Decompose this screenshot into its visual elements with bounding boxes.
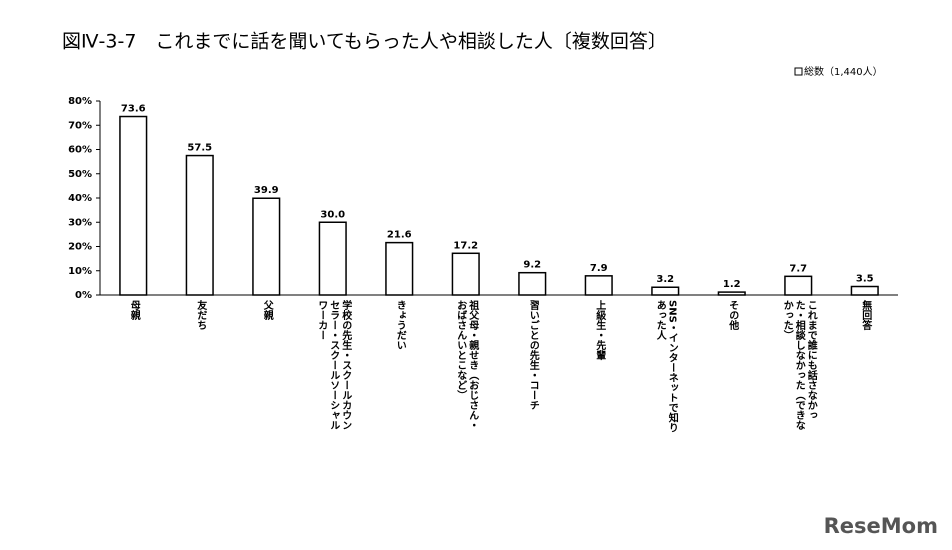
- value-label: 39.9: [254, 185, 279, 196]
- x-tick-label: きょうだい: [394, 300, 406, 350]
- x-tick-label: 無回答: [859, 300, 871, 330]
- bar: [850, 285, 879, 296]
- bar: [185, 154, 214, 296]
- legend-swatch: [794, 67, 803, 76]
- value-label: 3.5: [856, 274, 874, 285]
- bar: [318, 221, 347, 296]
- bar: [119, 115, 148, 296]
- x-tick-label: 上級生・先輩: [593, 300, 605, 360]
- value-label: 9.2: [523, 260, 541, 271]
- x-tick-label: 学校の先生・スクールカウンセラー・スクールソーシャルワーカー: [315, 300, 351, 430]
- x-tick-label: SNS・インターネットで知りあった人: [654, 300, 678, 433]
- value-label: 17.2: [453, 240, 478, 251]
- value-label: 30.0: [320, 209, 345, 220]
- y-tick-label: 30%: [68, 217, 92, 228]
- x-tick-label: 祖父母・親せき（おじさん・おばさんいとこなど）: [454, 300, 478, 430]
- bar: [385, 241, 414, 296]
- value-label: 57.5: [187, 143, 212, 154]
- bar: [584, 275, 613, 296]
- y-tick-label: 60%: [68, 145, 92, 156]
- value-label: 73.6: [121, 104, 146, 115]
- value-label: 7.9: [590, 263, 608, 274]
- x-tick-label: これまで誰にも話さなかった・相談しなかった（できなかった）: [781, 300, 817, 430]
- x-tick-label: 父親: [261, 300, 273, 320]
- legend-label: 総数（1,440人）: [804, 65, 883, 78]
- y-tick-label: 80%: [68, 96, 92, 107]
- y-tick-label: 20%: [68, 242, 92, 253]
- bar: [717, 291, 746, 296]
- bar: [252, 197, 281, 296]
- bar: [651, 286, 680, 296]
- y-tick-label: 70%: [68, 120, 92, 131]
- y-tick-label: 0%: [75, 290, 92, 301]
- y-tick-label: 50%: [68, 169, 92, 180]
- x-tick-label: 母親: [128, 300, 140, 320]
- y-tick-label: 40%: [68, 193, 92, 204]
- value-label: 3.2: [656, 274, 674, 285]
- bar: [784, 275, 813, 296]
- bar: [451, 252, 480, 296]
- x-tick-label: 友だち: [194, 300, 206, 330]
- x-tick-label: 習いごとの先生・コーチ: [527, 300, 539, 410]
- x-tick-label: その他: [726, 300, 738, 330]
- chart-title: 図Ⅳ-3-7 これまでに話を聞いてもらった人や相談した人〔複数回答〕: [62, 31, 667, 53]
- value-label: 1.2: [723, 279, 741, 290]
- bar: [518, 271, 547, 296]
- value-label: 7.7: [789, 263, 807, 274]
- value-label: 21.6: [387, 230, 412, 241]
- y-tick-label: 10%: [68, 266, 92, 277]
- watermark: ReseMom: [824, 514, 938, 538]
